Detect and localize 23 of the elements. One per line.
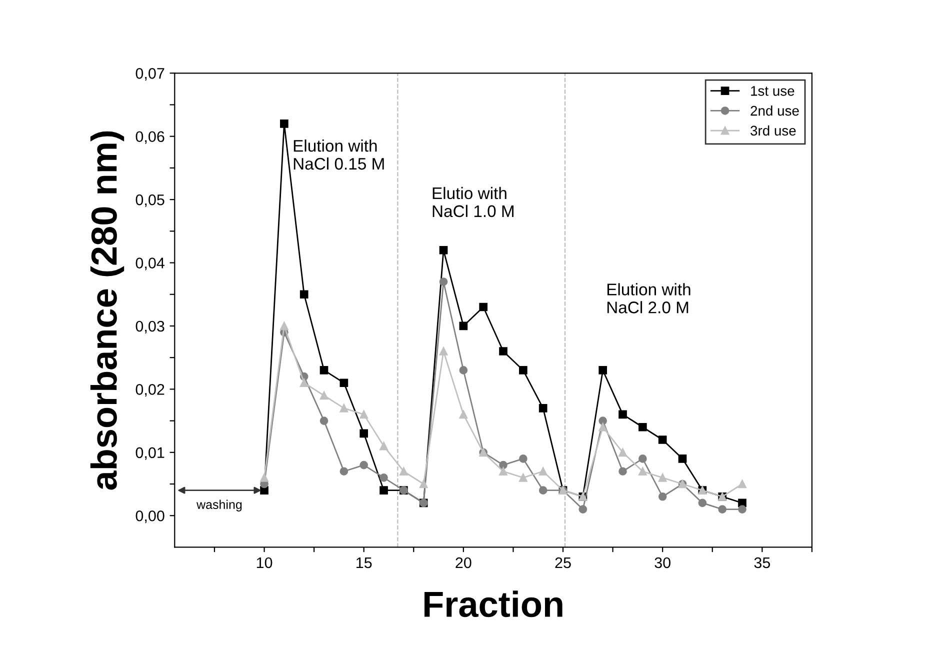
y-tick-label: 0,06 — [136, 131, 164, 144]
legend-label: 2nd use — [750, 106, 799, 116]
annotation: Elution with NaCl 0.15 M — [294, 140, 384, 170]
x-axis-title: Fraction — [424, 590, 562, 618]
y-tick-label: 0,07 — [136, 68, 164, 81]
annotation: Elution with NaCl 2.0 M — [607, 283, 690, 314]
y-axis-title: absorbance (280 nm) — [90, 131, 124, 490]
x-tick-label: 30 — [654, 557, 670, 568]
y-tick-label: 0,03 — [136, 320, 164, 334]
x-tick-label: 10 — [256, 557, 272, 568]
x-tick-label: 20 — [456, 557, 472, 568]
x-tick-label: 25 — [555, 557, 571, 568]
legend-label: 3rd use — [750, 125, 796, 136]
y-tick-label: 0,00 — [136, 510, 164, 524]
annotation: Elutio with NaCl 1.0 M — [432, 186, 514, 218]
y-tick-label: 0,04 — [136, 258, 164, 270]
annotation: washing — [196, 500, 242, 512]
x-tick-label: 35 — [754, 557, 770, 568]
legend-label: 1st use — [751, 86, 794, 96]
y-tick-label: 0,01 — [136, 447, 164, 460]
y-tick-label: 0,02 — [136, 384, 164, 397]
x-tick-label: 15 — [356, 557, 372, 568]
y-tick-label: 0,05 — [136, 194, 164, 208]
